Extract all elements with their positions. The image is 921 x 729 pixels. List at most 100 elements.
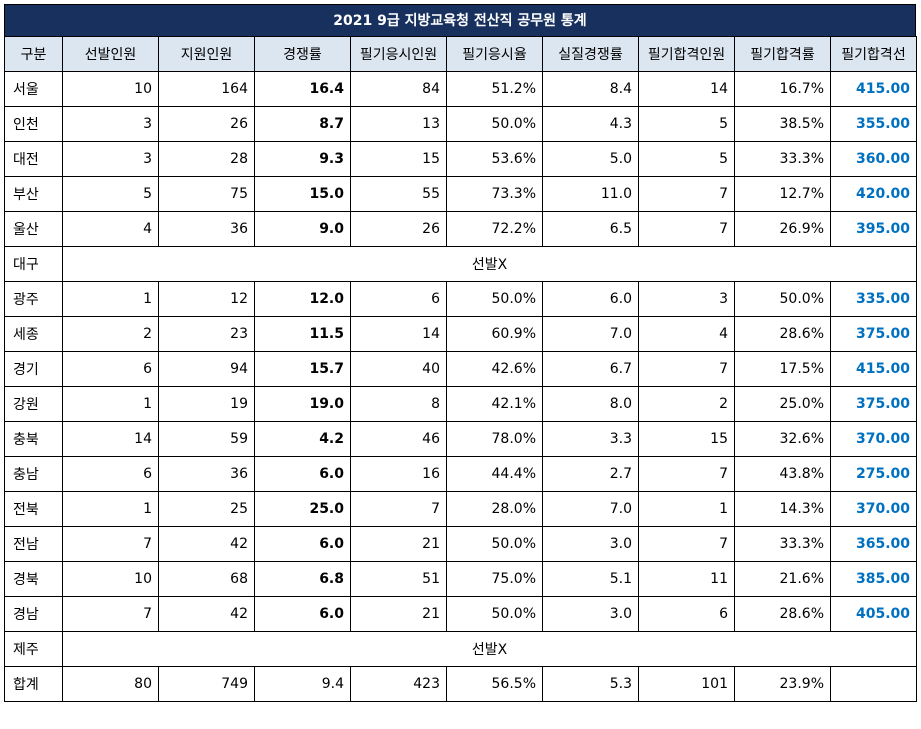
table-cell: 68: [158, 561, 255, 597]
table-cell: 19: [158, 386, 255, 422]
table-cell: 14: [350, 316, 447, 352]
table-row: 전북 1 25 25.0 7 28.0% 7.0 1 14.3% 370.00: [4, 491, 917, 527]
table-cell: 16: [350, 456, 447, 492]
header-cell: 경쟁률: [254, 36, 351, 72]
table-cell: 75: [158, 176, 255, 212]
table-cell: 50.0%: [446, 281, 543, 317]
table-cell: 360.00: [830, 141, 917, 177]
table-cell: 375.00: [830, 316, 917, 352]
table-cell: 26: [158, 106, 255, 142]
table-cell: 16.4: [254, 71, 351, 107]
table-cell: 10: [62, 71, 159, 107]
table-cell: 2: [638, 386, 735, 422]
table-row: 경북 10 68 6.8 51 75.0% 5.1 11 21.6% 385.00: [4, 561, 917, 597]
table-cell: 1: [638, 491, 735, 527]
table-cell: 365.00: [830, 526, 917, 562]
table-cell: 33.3%: [734, 141, 831, 177]
table-cell: 7: [638, 176, 735, 212]
table-cell: 38.5%: [734, 106, 831, 142]
table-cell: 5: [638, 106, 735, 142]
table-cell: 23.9%: [734, 666, 831, 702]
table-cell: 8.7: [254, 106, 351, 142]
table-cell: 7.0: [542, 316, 639, 352]
table-cell: 42: [158, 526, 255, 562]
table-cell: 420.00: [830, 176, 917, 212]
table-cell: 385.00: [830, 561, 917, 597]
table-cell: 415.00: [830, 71, 917, 107]
table-cell: 9.0: [254, 211, 351, 247]
table-cell: 7: [62, 526, 159, 562]
table-cell: 11: [638, 561, 735, 597]
table-cell: 42: [158, 596, 255, 632]
no-selection-cell: 선발X: [62, 631, 917, 667]
table-row: 대전 3 28 9.3 15 53.6% 5.0 5 33.3% 360.00: [4, 141, 917, 177]
table-cell: 5.0: [542, 141, 639, 177]
table-row: 울산 4 36 9.0 26 72.2% 6.5 7 26.9% 395.00: [4, 211, 917, 247]
table-cell: [830, 666, 917, 702]
table-cell: 355.00: [830, 106, 917, 142]
table-cell: 12: [158, 281, 255, 317]
table-row: 대구 선발X: [4, 246, 917, 282]
table-cell: 8: [350, 386, 447, 422]
table-cell: 9.4: [254, 666, 351, 702]
table-cell: 1: [62, 491, 159, 527]
table-row: 제주 선발X: [4, 631, 917, 667]
table-cell: 405.00: [830, 596, 917, 632]
table-cell: 13: [350, 106, 447, 142]
table-cell: 12.7%: [734, 176, 831, 212]
table-cell: 11.5: [254, 316, 351, 352]
table-cell: 15.7: [254, 351, 351, 387]
table-cell: 8.4: [542, 71, 639, 107]
table-cell: 53.6%: [446, 141, 543, 177]
table-cell: 50.0%: [446, 596, 543, 632]
table-cell: 6: [62, 351, 159, 387]
table-cell: 23: [158, 316, 255, 352]
table-cell: 59: [158, 421, 255, 457]
table-cell: 4: [638, 316, 735, 352]
table-cell: 43.8%: [734, 456, 831, 492]
table-cell: 3: [638, 281, 735, 317]
table-cell: 5: [638, 141, 735, 177]
table-cell: 2.7: [542, 456, 639, 492]
table-cell: 28.6%: [734, 316, 831, 352]
table-cell: 164: [158, 71, 255, 107]
table-cell: 42.1%: [446, 386, 543, 422]
table-cell: 10: [62, 561, 159, 597]
table-cell: 44.4%: [446, 456, 543, 492]
region-cell: 충남: [4, 456, 63, 492]
header-cell: 필기응시인원: [350, 36, 447, 72]
table-cell: 6.8: [254, 561, 351, 597]
header-row: 구분 선발인원 지원인원 경쟁률 필기응시인원 필기응시율 실질경쟁률 필기합격…: [4, 36, 917, 72]
table-cell: 5.1: [542, 561, 639, 597]
table-cell: 28.6%: [734, 596, 831, 632]
table-cell: 7: [638, 351, 735, 387]
table-cell: 2: [62, 316, 159, 352]
table-cell: 6: [350, 281, 447, 317]
table-row: 경기 6 94 15.7 40 42.6% 6.7 7 17.5% 415.00: [4, 351, 917, 387]
table-cell: 6.0: [254, 596, 351, 632]
table-cell: 56.5%: [446, 666, 543, 702]
region-cell: 대구: [4, 246, 63, 282]
table-row: 충남 6 36 6.0 16 44.4% 2.7 7 43.8% 275.00: [4, 456, 917, 492]
table-cell: 26: [350, 211, 447, 247]
table-cell: 72.2%: [446, 211, 543, 247]
header-cell: 필기합격선: [830, 36, 917, 72]
table-cell: 78.0%: [446, 421, 543, 457]
region-cell: 충북: [4, 421, 63, 457]
header-cell: 필기합격률: [734, 36, 831, 72]
region-cell: 강원: [4, 386, 63, 422]
table-cell: 50.0%: [734, 281, 831, 317]
table-cell: 40: [350, 351, 447, 387]
table-cell: 15: [350, 141, 447, 177]
total-row: 합계 80 749 9.4 423 56.5% 5.3 101 23.9%: [4, 666, 917, 702]
table-cell: 7: [350, 491, 447, 527]
table-cell: 80: [62, 666, 159, 702]
table-cell: 50.0%: [446, 106, 543, 142]
table-cell: 6: [62, 456, 159, 492]
table-cell: 50.0%: [446, 526, 543, 562]
table-cell: 4: [62, 211, 159, 247]
table-cell: 4.3: [542, 106, 639, 142]
table-cell: 36: [158, 211, 255, 247]
table-cell: 423: [350, 666, 447, 702]
table-cell: 21: [350, 526, 447, 562]
